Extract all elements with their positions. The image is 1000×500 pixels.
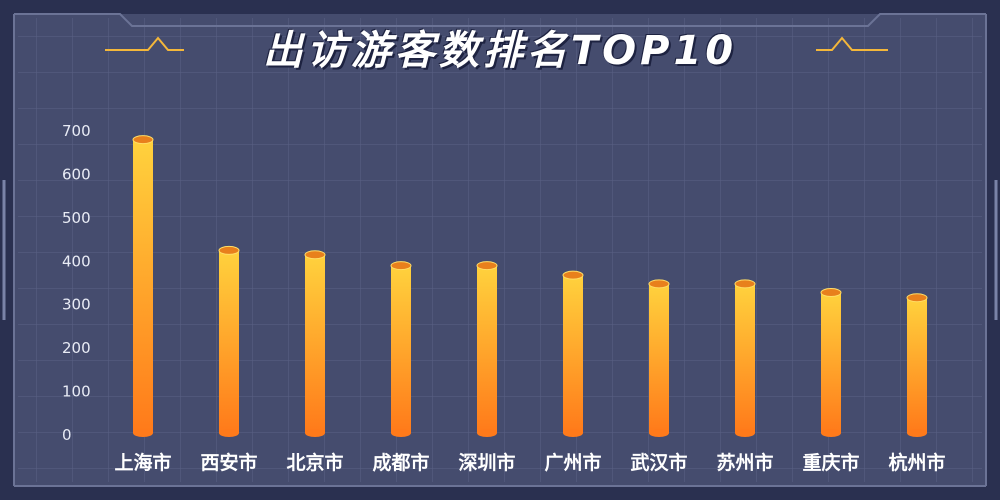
bar-cap — [820, 288, 842, 298]
bar — [305, 254, 325, 433]
x-tick-label: 北京市 — [286, 451, 343, 474]
bar — [477, 265, 497, 433]
frame-top-edge — [14, 13, 986, 27]
x-tick-label: 成都市 — [372, 451, 429, 474]
bar — [391, 265, 411, 433]
bar-base — [219, 429, 239, 437]
bar-base — [821, 429, 841, 437]
bar-cap — [476, 261, 498, 271]
bar — [735, 283, 755, 433]
bar — [907, 297, 927, 433]
bar-cap — [906, 293, 928, 303]
bar-cap — [734, 279, 756, 289]
y-tick-label: 300 — [62, 296, 91, 314]
title-accent-right — [816, 36, 888, 51]
bar-base — [305, 429, 325, 437]
y-tick-label: 0 — [62, 426, 72, 444]
x-tick-label: 武汉市 — [630, 451, 687, 474]
bar — [219, 250, 239, 433]
bar-cap — [304, 250, 326, 260]
x-tick-label: 广州市 — [544, 451, 601, 474]
x-tick-label: 西安市 — [200, 451, 257, 474]
bar-cap — [390, 261, 412, 271]
x-axis: 上海市 西安市 北京市 成都市 深圳市 广州市 武汉市 苏州市 重庆市 杭州市 — [114, 451, 945, 474]
y-tick-label: 100 — [62, 383, 91, 401]
bar-base — [133, 429, 153, 437]
bar-cap — [562, 270, 584, 280]
x-tick-label: 苏州市 — [716, 451, 773, 474]
bar-base — [735, 429, 755, 437]
bar-cap — [648, 279, 670, 289]
bar — [821, 292, 841, 433]
x-tick-label: 上海市 — [114, 451, 171, 474]
bar-base — [477, 429, 497, 437]
x-tick-label: 杭州市 — [888, 451, 945, 474]
x-tick-label: 重庆市 — [802, 451, 859, 474]
bar — [133, 139, 153, 433]
bar-base — [649, 429, 669, 437]
frame-side-notches — [2, 180, 998, 320]
y-tick-label: 600 — [62, 165, 91, 183]
y-tick-label: 200 — [62, 339, 91, 357]
y-axis: 0 100 200 300 400 500 600 700 — [62, 122, 91, 444]
y-tick-label: 500 — [62, 209, 91, 227]
title-accent-left — [105, 36, 184, 51]
bar-cap — [132, 135, 154, 145]
chart-title: 出访游客数排名TOP10 — [262, 28, 738, 74]
bar-base — [563, 429, 583, 437]
frame-side-edges — [13, 14, 987, 486]
y-tick-label: 400 — [62, 252, 91, 270]
bar — [649, 283, 669, 433]
y-tick-label: 700 — [62, 122, 91, 140]
x-tick-label: 深圳市 — [458, 451, 515, 474]
bar-cap — [218, 245, 240, 255]
bar-series — [132, 135, 928, 437]
bar — [563, 275, 583, 433]
bar-base — [907, 429, 927, 437]
bar-base — [391, 429, 411, 437]
